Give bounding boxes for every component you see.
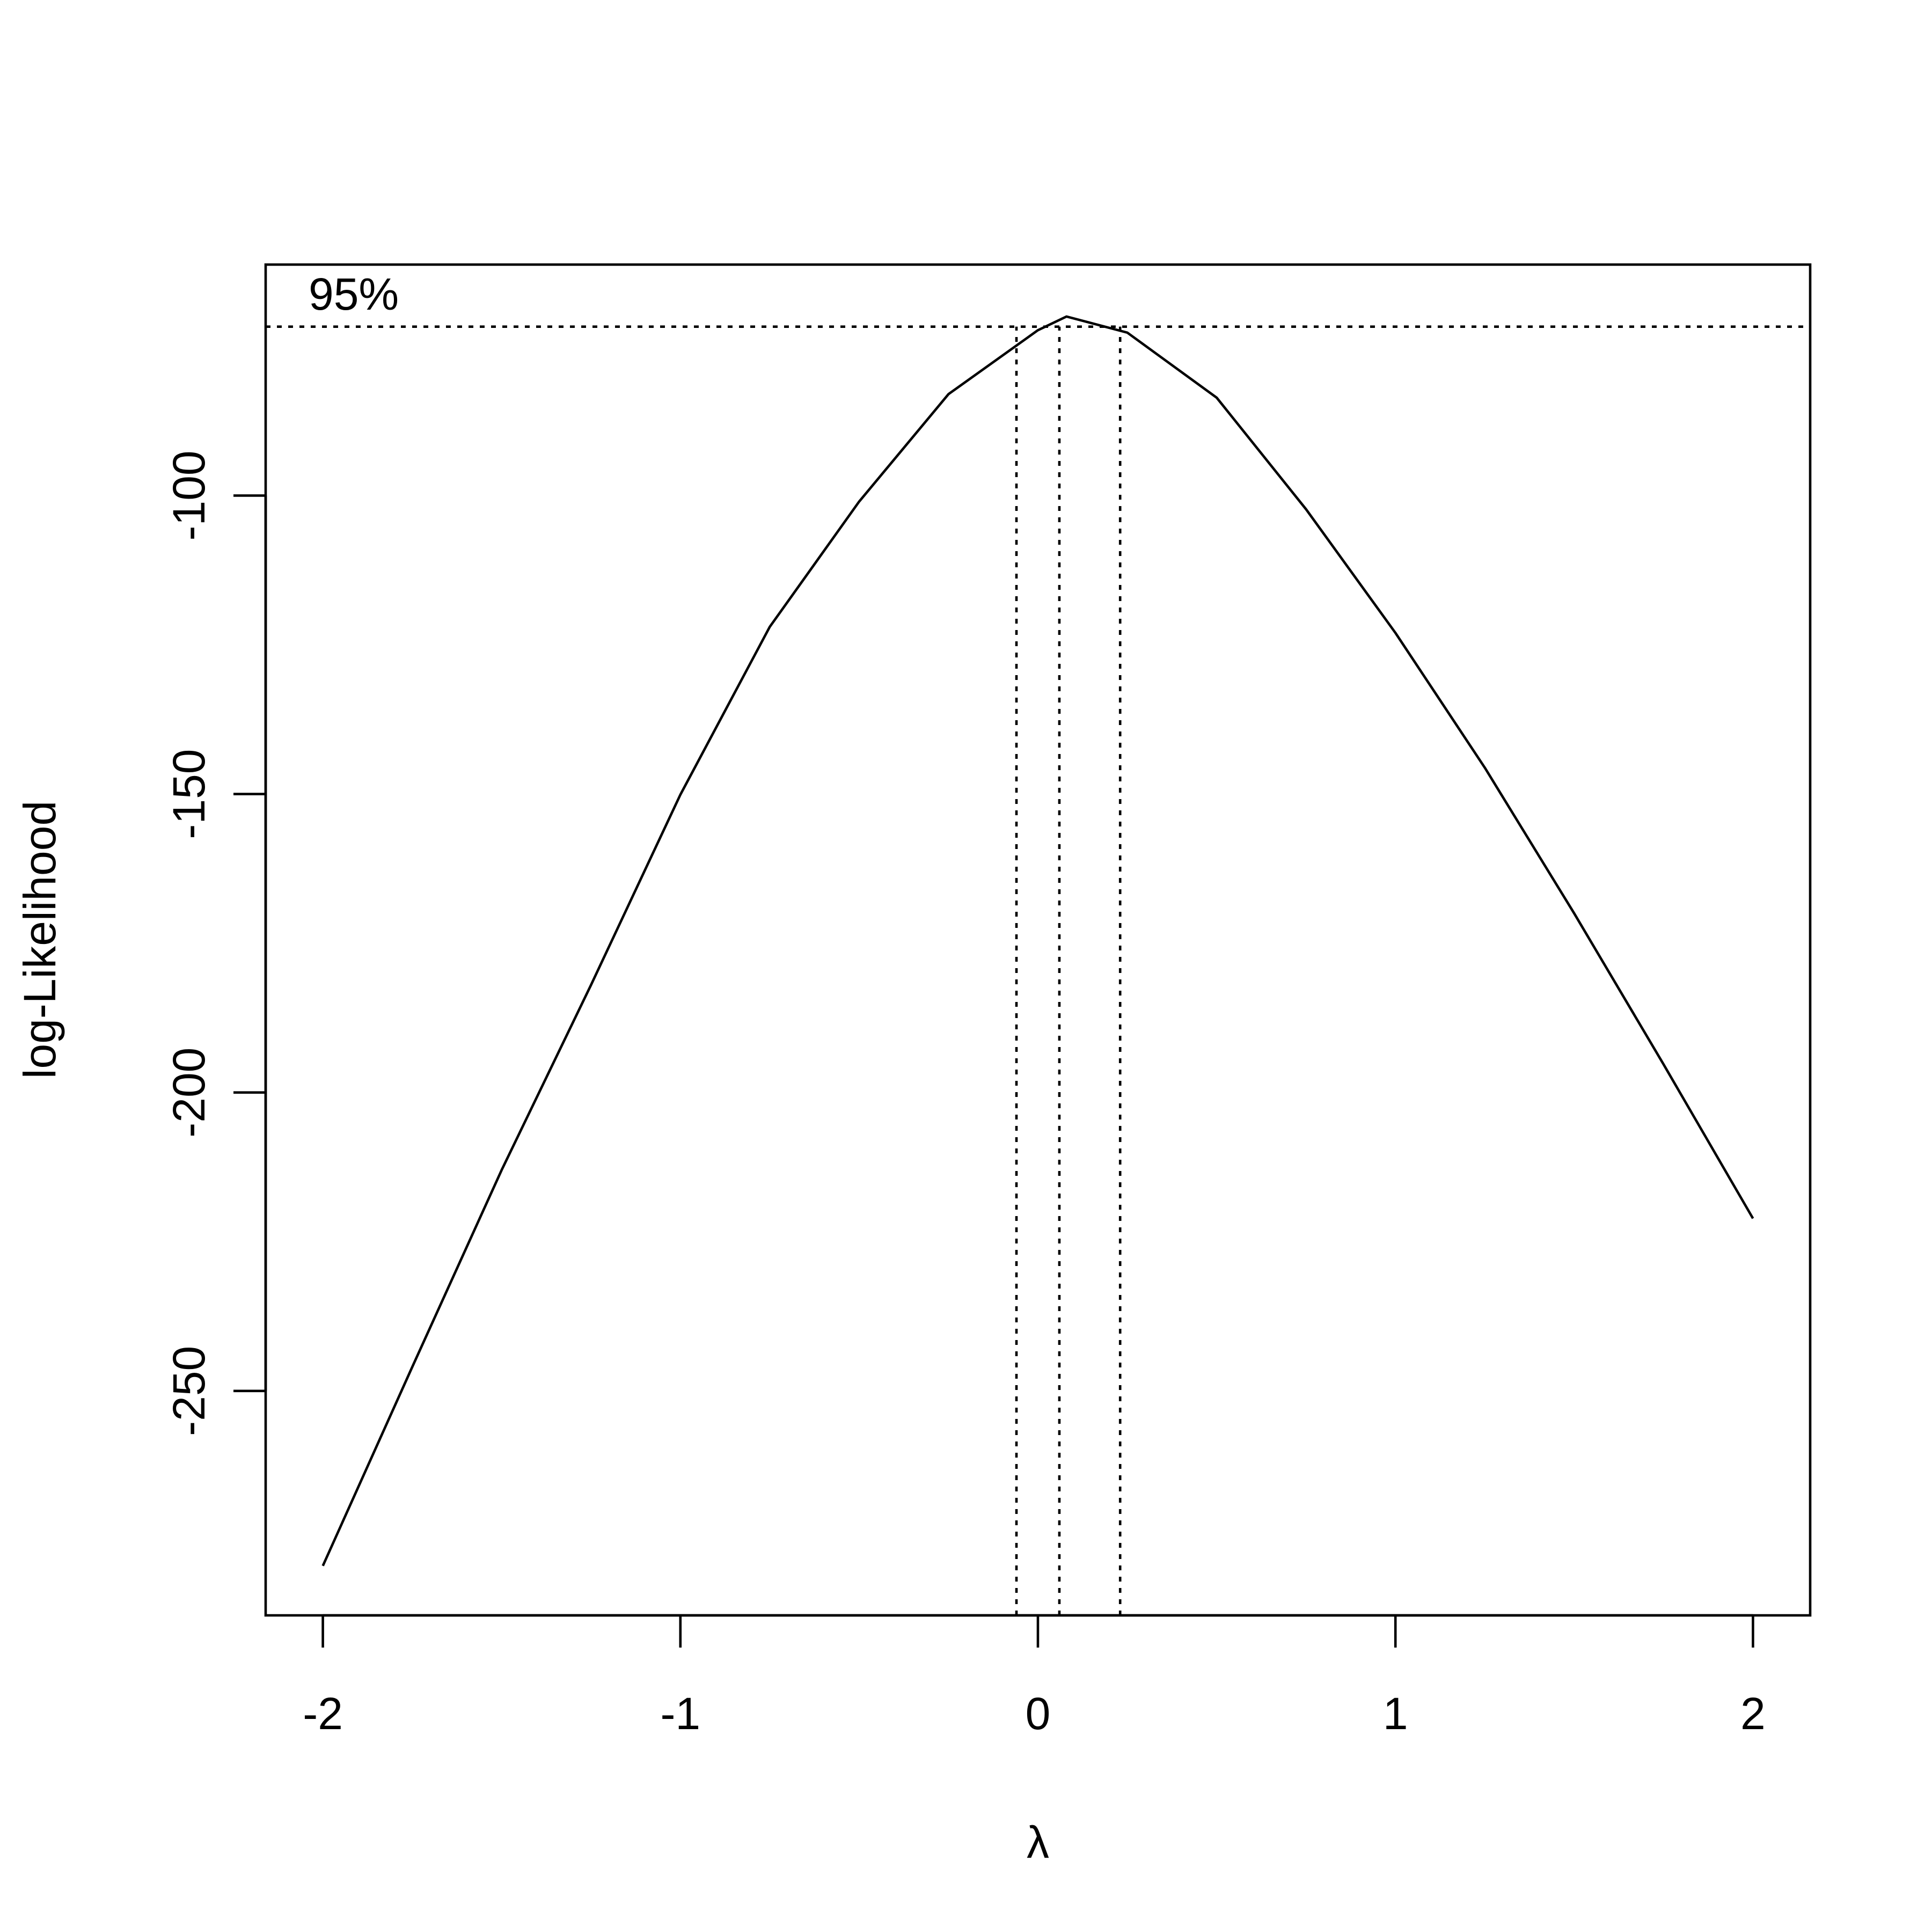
x-tick-label: 0 [1026,1688,1051,1739]
plot-frame [264,263,1812,1617]
x-axis-label: λ [1027,1817,1049,1868]
likelihood-curve [321,315,1754,1567]
x-tick-label: 1 [1383,1688,1408,1739]
y-tick-label: -200 [164,1048,214,1138]
x-tick-label: 2 [1740,1688,1766,1739]
y-axis-label: log-Likelihood [14,801,65,1079]
x-tick-label: -2 [303,1688,343,1739]
ci-label: 95% [309,269,399,319]
y-tick-label: -100 [164,450,214,540]
y-tick-label: -150 [164,749,214,839]
y-tick-label: -250 [164,1346,214,1436]
x-tick-label: -1 [660,1688,700,1739]
